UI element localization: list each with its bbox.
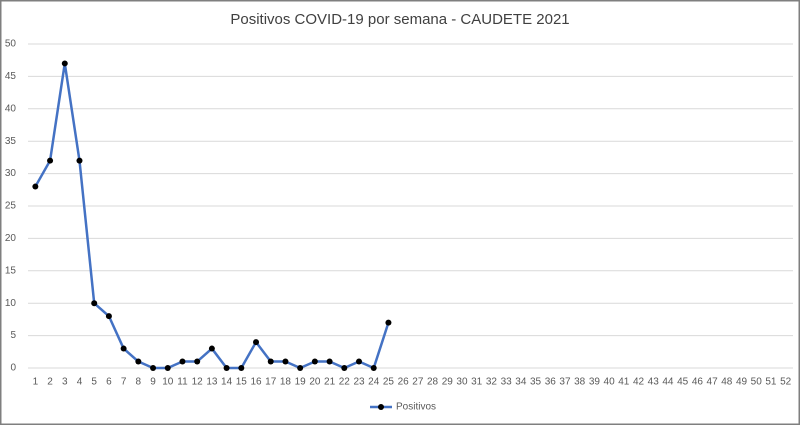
legend-label: Positivos xyxy=(396,402,436,413)
x-tick-label: 45 xyxy=(677,377,689,388)
data-point xyxy=(194,358,201,365)
x-tick-label: 35 xyxy=(530,377,542,388)
data-point xyxy=(179,358,186,365)
x-tick-label: 24 xyxy=(368,377,380,388)
data-point xyxy=(326,358,333,365)
x-tick-label: 21 xyxy=(324,377,336,388)
data-point xyxy=(32,183,39,190)
x-tick-label: 29 xyxy=(442,377,454,388)
x-tick-label: 19 xyxy=(295,377,307,388)
data-point xyxy=(253,339,260,346)
data-point xyxy=(91,300,98,307)
x-tick-label: 49 xyxy=(736,377,748,388)
x-tick-label: 37 xyxy=(559,377,571,388)
x-tick-label: 14 xyxy=(221,377,233,388)
x-tick-label: 44 xyxy=(662,377,674,388)
data-point xyxy=(76,157,83,164)
x-tick-label: 5 xyxy=(91,377,97,388)
x-tick-label: 2 xyxy=(47,377,53,388)
x-tick-label: 52 xyxy=(780,377,792,388)
x-tick-label: 4 xyxy=(77,377,83,388)
x-tick-label: 13 xyxy=(206,377,218,388)
data-point xyxy=(267,358,274,365)
x-tick-label: 48 xyxy=(721,377,733,388)
x-tick-label: 17 xyxy=(265,377,277,388)
x-tick-label: 38 xyxy=(574,377,586,388)
x-tick-label: 31 xyxy=(471,377,483,388)
data-point xyxy=(47,157,54,164)
data-point xyxy=(282,358,289,365)
data-point xyxy=(341,365,348,371)
x-tick-label: 11 xyxy=(177,377,188,388)
x-tick-label: 25 xyxy=(383,377,395,388)
x-tick-label: 1 xyxy=(33,377,39,388)
y-tick-label: 25 xyxy=(5,201,17,212)
data-point xyxy=(356,358,363,365)
x-tick-label: 50 xyxy=(751,377,763,388)
x-tick-label: 26 xyxy=(398,377,410,388)
data-point xyxy=(297,365,304,371)
x-tick-label: 6 xyxy=(106,377,112,388)
data-point xyxy=(370,365,377,371)
y-tick-label: 20 xyxy=(5,233,17,244)
x-tick-label: 43 xyxy=(648,377,660,388)
x-tick-label: 40 xyxy=(604,377,616,388)
data-point xyxy=(135,358,142,365)
y-tick-label: 50 xyxy=(5,39,17,50)
x-tick-label: 23 xyxy=(353,377,365,388)
x-tick-label: 27 xyxy=(412,377,424,388)
y-tick-label: 35 xyxy=(5,136,17,147)
data-point xyxy=(223,365,230,371)
y-tick-label: 40 xyxy=(5,103,17,114)
x-tick-label: 46 xyxy=(692,377,704,388)
y-tick-label: 0 xyxy=(10,363,16,374)
data-point xyxy=(208,345,215,352)
x-tick-label: 47 xyxy=(707,377,719,388)
x-tick-label: 41 xyxy=(618,377,630,388)
data-point xyxy=(385,319,392,326)
x-tick-label: 12 xyxy=(192,377,204,388)
data-point xyxy=(311,358,318,365)
x-tick-label: 51 xyxy=(765,377,777,388)
y-tick-label: 30 xyxy=(5,168,17,179)
x-tick-label: 16 xyxy=(250,377,262,388)
x-tick-label: 8 xyxy=(136,377,142,388)
x-tick-label: 10 xyxy=(162,377,174,388)
x-tick-label: 36 xyxy=(545,377,557,388)
x-tick-label: 15 xyxy=(236,377,248,388)
x-tick-label: 22 xyxy=(339,377,351,388)
x-tick-label: 9 xyxy=(150,377,156,388)
x-tick-label: 30 xyxy=(456,377,468,388)
legend-marker xyxy=(378,404,384,410)
x-tick-label: 39 xyxy=(589,377,601,388)
x-tick-label: 3 xyxy=(62,377,68,388)
x-tick-label: 33 xyxy=(501,377,513,388)
x-tick-label: 7 xyxy=(121,377,127,388)
data-point xyxy=(120,345,127,352)
data-point xyxy=(164,365,171,371)
x-tick-label: 42 xyxy=(633,377,645,388)
data-point xyxy=(238,365,245,371)
y-tick-label: 45 xyxy=(5,71,17,82)
x-tick-label: 20 xyxy=(309,377,321,388)
y-tick-label: 5 xyxy=(10,330,16,341)
x-tick-label: 32 xyxy=(486,377,498,388)
data-point xyxy=(105,313,112,320)
y-tick-label: 10 xyxy=(5,298,17,309)
y-tick-label: 15 xyxy=(5,265,17,276)
x-tick-label: 18 xyxy=(280,377,292,388)
x-tick-label: 28 xyxy=(427,377,439,388)
data-point xyxy=(61,60,68,67)
data-point xyxy=(150,365,157,371)
x-tick-label: 34 xyxy=(515,377,527,388)
chart-title: Positivos COVID-19 por semana - CAUDETE … xyxy=(230,11,569,28)
